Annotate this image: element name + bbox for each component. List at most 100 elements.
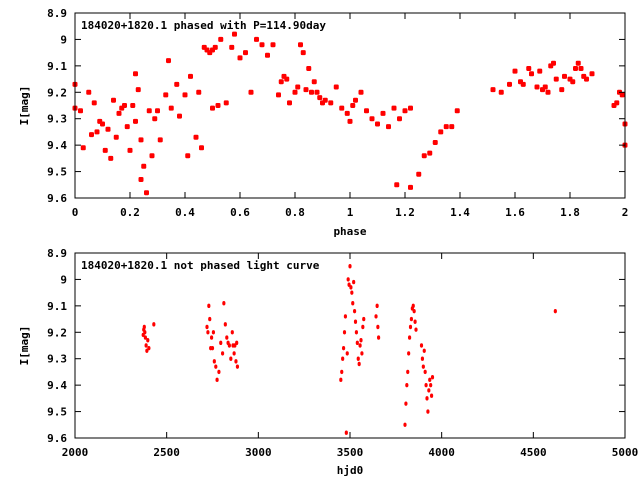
data-point: [143, 330, 147, 335]
plot-frame: [74, 252, 626, 439]
data-point: [314, 89, 320, 95]
data-point: [406, 369, 410, 375]
data-point: [542, 84, 548, 90]
data-point: [377, 335, 381, 340]
data-point: [545, 89, 551, 95]
y-tick-label: 9.5: [47, 166, 67, 179]
data-point: [526, 66, 532, 71]
data-point: [421, 153, 427, 159]
data-point: [193, 134, 199, 140]
data-point: [108, 155, 114, 161]
data-point: [212, 359, 216, 364]
data-point: [278, 79, 284, 85]
data-point: [427, 150, 433, 156]
data-point: [348, 264, 352, 269]
data-point: [397, 116, 402, 122]
data-point: [144, 343, 148, 348]
data-point: [265, 52, 270, 58]
data-point: [408, 324, 413, 330]
data-point: [421, 364, 425, 369]
data-point: [352, 308, 357, 314]
data-point: [413, 319, 417, 324]
data-point: [358, 89, 364, 95]
data-point: [141, 163, 147, 169]
data-point: [360, 351, 364, 356]
data-points: [72, 31, 628, 196]
x-axis-label: phase: [333, 225, 366, 238]
data-point: [218, 36, 224, 42]
data-point: [405, 382, 409, 388]
data-point: [345, 351, 349, 356]
data-point: [138, 177, 144, 182]
data-point: [211, 330, 216, 335]
data-point: [349, 285, 353, 290]
data-point: [340, 369, 344, 375]
data-point: [534, 84, 540, 90]
data-point: [573, 66, 578, 71]
data-point: [248, 89, 254, 95]
data-point: [575, 60, 581, 66]
data-points: [141, 264, 557, 435]
data-point: [292, 89, 298, 95]
data-point: [402, 108, 408, 114]
data-point: [147, 345, 151, 351]
data-point: [105, 126, 111, 132]
data-point: [342, 330, 347, 335]
data-point: [232, 31, 237, 37]
data-point: [166, 58, 171, 64]
data-point: [212, 44, 218, 50]
data-point: [86, 89, 92, 95]
data-point: [124, 124, 130, 130]
data-point: [111, 97, 116, 103]
y-tick-label: 9.6: [47, 432, 67, 445]
x-tick-label: 0.8: [285, 206, 305, 219]
data-point: [520, 81, 526, 87]
data-point: [562, 73, 567, 79]
data-point: [102, 147, 108, 153]
data-point: [276, 92, 281, 98]
y-tick-label: 9.6: [47, 192, 67, 205]
data-point: [185, 153, 191, 159]
data-point: [361, 324, 365, 330]
data-point: [358, 343, 362, 348]
y-tick-label: 9.3: [47, 353, 67, 366]
data-point: [347, 118, 353, 124]
data-point: [146, 108, 152, 114]
y-tick-label: 9.4: [47, 379, 67, 392]
data-point: [350, 103, 356, 108]
x-tick-label: 3500: [337, 446, 364, 459]
y-tick-label: 9.5: [47, 406, 67, 419]
data-point: [570, 79, 576, 85]
y-axis-label: I[mag]: [18, 86, 31, 126]
data-point: [380, 110, 386, 116]
data-point: [425, 396, 429, 401]
data-point: [376, 324, 380, 330]
data-point: [215, 103, 221, 108]
panel-1: 0 0.2 0.4 0.6 0.8 1 1.2 1.4 1.6 1.8 2 8.9 9 9.1 9.2 9.3…: [18, 7, 628, 238]
data-point: [210, 105, 215, 111]
data-point: [113, 134, 119, 140]
data-point: [420, 356, 425, 361]
data-point: [215, 377, 219, 383]
data-point: [145, 348, 149, 353]
data-point: [163, 92, 169, 98]
data-point: [235, 340, 239, 346]
x-tick-label: 0.4: [175, 206, 195, 219]
y-axis-label: I[mag]: [18, 326, 31, 366]
data-point: [188, 73, 193, 79]
data-point: [127, 147, 133, 153]
data-point: [364, 108, 369, 114]
data-point: [339, 377, 343, 383]
y-tick-label: 8.9: [47, 247, 67, 260]
data-point: [223, 322, 227, 327]
y-tick-label: 9.1: [47, 60, 67, 73]
data-point: [422, 348, 426, 353]
data-point: [259, 42, 265, 48]
data-point: [359, 338, 363, 343]
data-point: [222, 301, 226, 306]
x-tick-label: 1.8: [560, 206, 580, 219]
data-point: [220, 351, 225, 356]
data-point: [507, 81, 512, 87]
data-point: [551, 60, 556, 66]
data-point: [578, 66, 584, 71]
